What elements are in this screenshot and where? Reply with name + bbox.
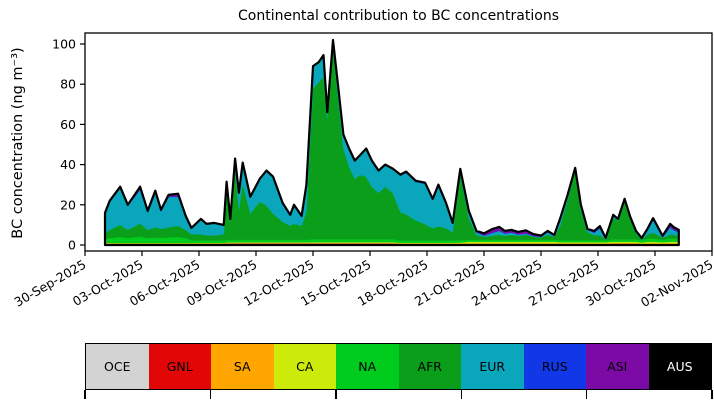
legend-entry-AUS: AUS bbox=[648, 344, 711, 389]
legend-label: OCE bbox=[104, 359, 131, 374]
legend-axis-tick bbox=[209, 390, 212, 399]
legend-colorbar: OCE GNL SA CA NA AFR EUR RUS ASI AUS bbox=[85, 343, 712, 390]
legend-label: AFR bbox=[417, 359, 442, 374]
legend-axis-tick bbox=[84, 390, 86, 399]
legend-axis-tick bbox=[460, 390, 462, 399]
legend-axis-tick bbox=[711, 390, 713, 399]
y-tick-label: 100 bbox=[52, 37, 76, 52]
y-tick-label: 80 bbox=[60, 77, 76, 92]
legend-entry-EUR: EUR bbox=[461, 344, 524, 389]
total-line bbox=[103, 38, 680, 247]
y-tick-label: 20 bbox=[60, 197, 76, 212]
legend-label: RUS bbox=[541, 359, 568, 374]
legend-label: EUR bbox=[479, 359, 506, 374]
legend-label: GNL bbox=[166, 359, 193, 374]
legend-label: NA bbox=[358, 359, 377, 374]
y-axis-label: BC concentration (ng m⁻³) bbox=[10, 47, 26, 239]
legend-entry-OCE: OCE bbox=[86, 344, 149, 389]
y-tick-label: 60 bbox=[60, 117, 76, 132]
legend-label: CA bbox=[296, 359, 314, 374]
legend-axis-tick bbox=[585, 390, 588, 399]
legend-entry-ASI: ASI bbox=[586, 344, 649, 389]
legend-label: AUS bbox=[666, 359, 693, 374]
stack-area-AFR bbox=[104, 46, 679, 241]
legend-entry-NA: NA bbox=[336, 344, 399, 389]
legend-label: ASI bbox=[607, 359, 628, 374]
legend-axis-tick bbox=[335, 390, 337, 399]
legend-entry-CA: CA bbox=[273, 344, 336, 389]
plot-border bbox=[84, 32, 713, 252]
legend-entry-RUS: RUS bbox=[523, 344, 586, 389]
legend-entry-AFR: AFR bbox=[398, 344, 461, 389]
legend-entry-SA: SA bbox=[211, 344, 274, 389]
y-tick-label: 0 bbox=[68, 238, 76, 253]
legend-entry-GNL: GNL bbox=[148, 344, 211, 389]
legend-label: SA bbox=[233, 359, 251, 374]
y-tick-label: 40 bbox=[60, 157, 76, 172]
chart-title: Continental contribution to BC concentra… bbox=[237, 8, 559, 24]
